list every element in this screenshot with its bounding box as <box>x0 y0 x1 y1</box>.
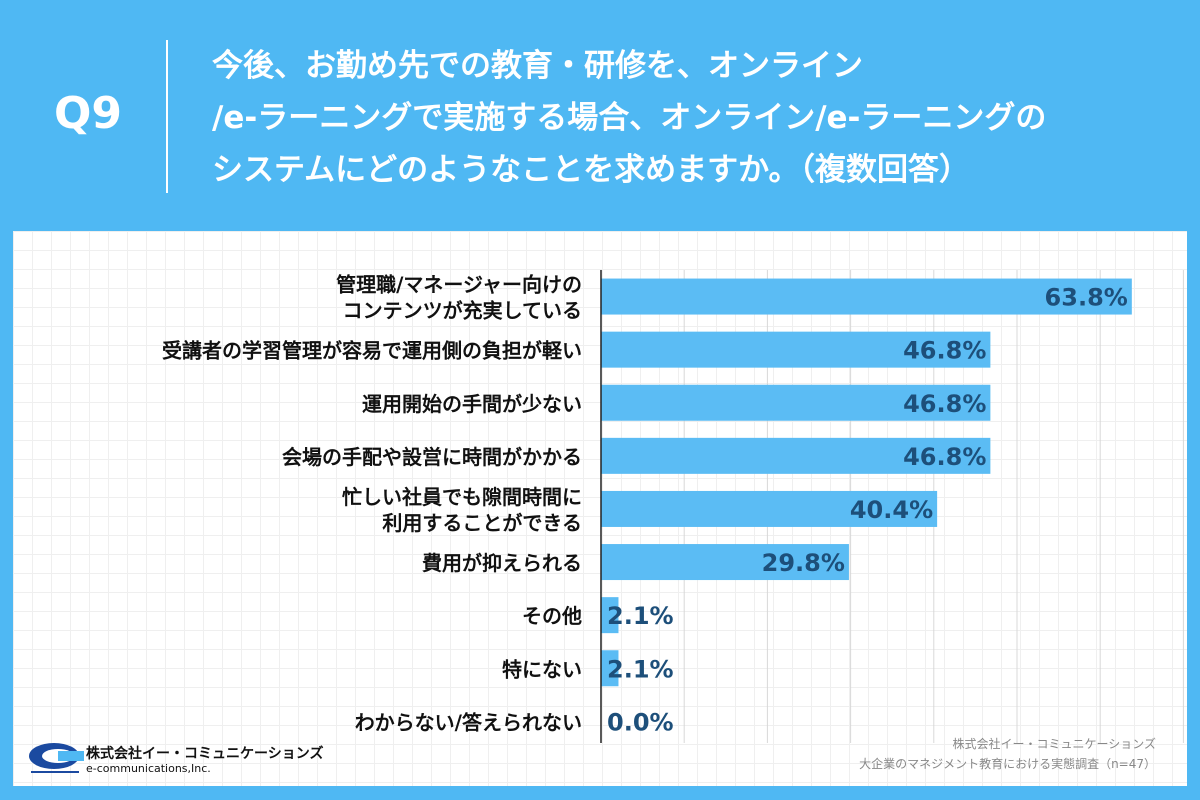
question-line: /e-ラーニングで実施する場合、オンライン/e-ラーニングの <box>212 100 1047 136</box>
e-communications-logo-icon <box>29 743 84 773</box>
category-label: 受講者の学習管理が容易で運用側の負担が軽い <box>162 339 582 363</box>
category-label: 会場の手配や設営に時間がかかる <box>282 445 582 469</box>
value-label: 46.8% <box>903 390 986 418</box>
value-label: 2.1% <box>607 655 674 683</box>
question-number: Q9 <box>54 88 123 139</box>
bar <box>601 597 619 634</box>
bar <box>601 331 991 368</box>
value-label: 0.0% <box>607 708 674 736</box>
category-label: 費用が抑えられる <box>422 551 582 575</box>
question-line: 今後、お勤め先での教育・研修を、オンライン <box>212 48 863 84</box>
category-label: 利用することができる <box>382 511 582 535</box>
question-line: システムにどのようなことを求めますか。（複数回答） <box>212 152 970 188</box>
header-divider <box>166 40 168 193</box>
header: Q9 今後、お勤め先での教育・研修を、オンライン /e-ラーニングで実施する場合… <box>0 0 1200 230</box>
bar <box>601 384 991 421</box>
value-label: 46.8% <box>903 443 986 471</box>
source-note: 株式会社イー・コミュニケーションズ 大企業のマネジメント教育における実態調査（n… <box>859 734 1156 774</box>
category-label: 運用開始の手間が少ない <box>362 392 582 416</box>
question-text: 今後、お勤め先での教育・研修を、オンライン /e-ラーニングで実施する場合、オン… <box>212 40 1177 196</box>
bar <box>601 544 849 581</box>
category-label: コンテンツが充実している <box>343 299 582 323</box>
value-label: 29.8% <box>762 549 845 577</box>
value-label: 46.8% <box>903 337 986 365</box>
category-label: 特にない <box>502 657 582 681</box>
bar <box>601 650 619 687</box>
value-label: 63.8% <box>1045 284 1128 312</box>
chart-panel <box>13 231 1187 786</box>
category-label: 管理職/マネージャー向けの <box>336 273 582 297</box>
value-label: 40.4% <box>850 496 933 524</box>
bar <box>601 278 1132 315</box>
category-label: その他 <box>522 604 582 628</box>
category-label: わからない/答えられない <box>355 710 582 734</box>
value-label: 2.1% <box>607 602 674 630</box>
bar <box>601 437 991 474</box>
source-line: 大企業のマネジメント教育における実態調査（n=47） <box>859 757 1156 771</box>
company-logo: 株式会社イー・コミュニケーションズ e-communications,Inc. <box>28 742 328 778</box>
logo-company-name: 株式会社イー・コミュニケーションズ <box>86 746 324 762</box>
source-line: 株式会社イー・コミュニケーションズ <box>952 737 1156 751</box>
logo-company-en: e-communications,Inc. <box>86 762 211 775</box>
category-label: 忙しい社員でも隙間時間に <box>342 485 582 509</box>
bar <box>601 490 938 527</box>
